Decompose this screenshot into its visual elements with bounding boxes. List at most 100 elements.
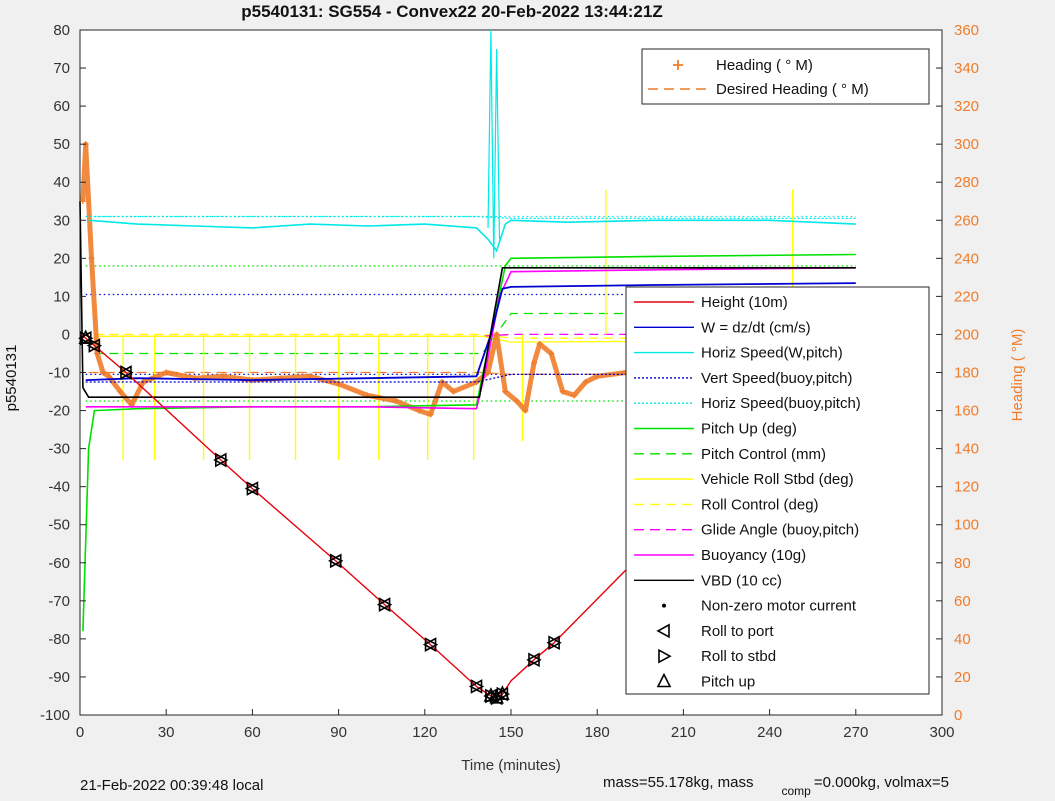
legend-main-label: Height (10m) — [701, 294, 788, 311]
heading-point — [94, 350, 101, 357]
heading-point — [582, 379, 589, 386]
legend-heading-label: Desired Heading ( ° M) — [716, 81, 869, 98]
y-axis-label: p5540131 — [3, 345, 20, 412]
roll-to-stbd-marker — [548, 635, 562, 651]
heading-point — [522, 407, 529, 414]
footer-mass-part2: =0.000kg, volmax=5 — [814, 774, 949, 791]
y-tick-label: 10 — [53, 288, 70, 305]
legend-main-label: Pitch Up (deg) — [701, 421, 797, 438]
y2-tick-label: 20 — [954, 669, 971, 686]
legend-main-label: Vert Speed(buoy,pitch) — [701, 370, 852, 387]
heading-point — [79, 198, 86, 205]
heading-point — [571, 392, 578, 399]
y2-tick-label: 340 — [954, 60, 979, 77]
y2-tick-label: 180 — [954, 365, 979, 382]
x-tick-label: 60 — [244, 724, 261, 741]
heading-point — [493, 331, 500, 338]
roll-to-stbd-marker — [470, 679, 485, 694]
y-tick-label: -30 — [48, 441, 70, 458]
x-tick-label: 30 — [158, 724, 175, 741]
y-tick-label: 60 — [53, 98, 70, 115]
x-tick-label: 270 — [843, 724, 868, 741]
roll-to-stbd-marker — [79, 330, 94, 346]
y-tick-label: 20 — [53, 250, 70, 267]
legend-main-label: Horiz Speed(W,pitch) — [701, 345, 843, 362]
legend-main-label: Roll to port — [701, 623, 774, 640]
y2-tick-label: 40 — [954, 631, 971, 648]
heading-point — [99, 369, 106, 376]
heading-point — [105, 373, 112, 380]
legend-main: Height (10m) W = dz/dt (cm/s) Horiz Speed(… — [625, 286, 930, 695]
x-axis: 0 30 60 90 120 150 180 210 240 270 300 — [76, 709, 955, 741]
legend-main-label: W = dz/dt (cm/s) — [701, 319, 811, 336]
series-horiz-speed-w — [88, 219, 856, 253]
legend-main-label: Vehicle Roll Stbd (deg) — [701, 471, 854, 488]
x-tick-label: 0 — [76, 724, 84, 741]
y2-tick-label: 280 — [954, 174, 979, 191]
y2-tick-label: 300 — [954, 136, 979, 153]
roll-to-stbd-marker — [329, 553, 344, 569]
legend-swatch — [656, 623, 670, 639]
y-tick-label: 30 — [53, 212, 70, 229]
y-tick-label: 70 — [53, 60, 70, 77]
x-tick-label: 300 — [929, 724, 954, 741]
series-w — [85, 282, 856, 382]
y2-tick-label: 360 — [954, 22, 979, 39]
heading-point — [427, 411, 434, 418]
y2-tick-label: 160 — [954, 403, 979, 420]
legend-swatch — [662, 603, 666, 608]
series-horiz-speed-buoy — [85, 215, 856, 220]
roll-to-stbd-marker — [528, 652, 542, 668]
y2-tick-label: 100 — [954, 517, 979, 534]
legend-main-label: Non-zero motor current — [701, 598, 857, 615]
legend-heading: Heading ( ° M) Desired Heading ( ° M) — [641, 48, 930, 105]
heading-point — [502, 388, 509, 395]
legend-main-label: Buoyancy (10g) — [701, 547, 806, 564]
y2-tick-label: 260 — [954, 212, 979, 229]
heading-point — [548, 350, 555, 357]
roll-to-stbd-marker — [246, 481, 261, 496]
legend-main-label: Pitch up — [701, 674, 755, 691]
heading-point — [536, 340, 543, 347]
roll-to-stbd-marker — [120, 365, 134, 380]
legend-main-label: Horiz Speed(buoy,pitch) — [701, 395, 861, 412]
y2-tick-label: 0 — [954, 707, 962, 724]
y-tick-label: 0 — [62, 326, 70, 343]
y-tick-label: -10 — [48, 365, 70, 382]
series-vbd — [79, 201, 856, 399]
legend-main-label: Roll Control (deg) — [701, 496, 819, 513]
heading-point — [416, 407, 423, 414]
x-tick-label: 180 — [585, 724, 610, 741]
heading-point — [485, 369, 492, 376]
x-tick-label: 240 — [757, 724, 782, 741]
y-tick-label: -80 — [48, 631, 70, 648]
legend-main-label: Roll to stbd — [701, 648, 776, 665]
y2-tick-label: 200 — [954, 326, 979, 343]
y2-tick-label: 80 — [954, 555, 971, 572]
y-tick-label: -20 — [48, 403, 70, 420]
footer-mass-sub: comp — [782, 784, 812, 798]
y-tick-label: -70 — [48, 593, 70, 610]
heading-point — [393, 398, 400, 405]
legend-main-label: Pitch Control (mm) — [701, 446, 826, 463]
heading-point — [450, 388, 457, 395]
footer-mass-text: mass=55.178kg, mass comp =0.000kg, volmax=… — [603, 774, 949, 798]
legend-heading-label: Heading ( ° M) — [716, 57, 813, 74]
pitch-up-marker — [495, 685, 510, 700]
chart-title: p5540131: SG554 - Convex22 20-Feb-2022 1… — [241, 2, 662, 21]
legend-swatch — [656, 672, 672, 688]
y2-tick-label: 320 — [954, 98, 979, 115]
heading-point — [513, 398, 520, 405]
heading-point — [191, 375, 198, 382]
y-tick-label: -40 — [48, 479, 70, 496]
roll-to-stbd-marker — [88, 338, 103, 353]
roll-to-stbd-marker — [424, 637, 439, 652]
y-tick-label: -60 — [48, 555, 70, 572]
y-tick-label: 80 — [53, 22, 70, 39]
heading-point — [530, 359, 537, 366]
legend-main-label: Glide Angle (buoy,pitch) — [701, 522, 859, 539]
y-tick-label: 40 — [53, 174, 70, 191]
y2-tick-label: 220 — [954, 288, 979, 305]
y2-tick-label: 240 — [954, 250, 979, 267]
y-axis: -100-90-80-70-60-50-40-30-20-10010203040… — [40, 22, 86, 724]
